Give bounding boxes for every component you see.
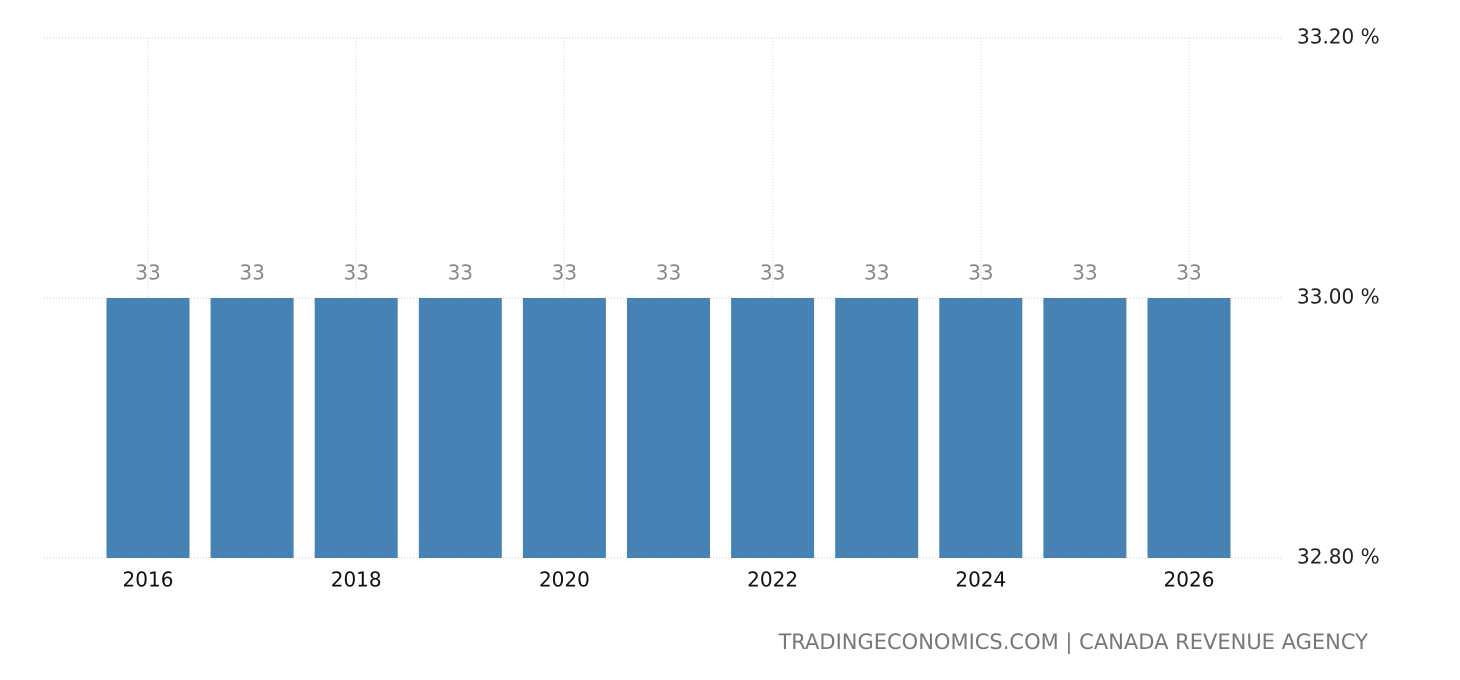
bar	[1147, 298, 1231, 558]
value-label: 33	[656, 261, 681, 285]
value-label: 33	[135, 261, 160, 285]
value-label: 33	[239, 261, 264, 285]
source-note: TRADINGECONOMICS.COM | CANADA REVENUE AG…	[777, 630, 1368, 655]
value-label: 33	[1072, 261, 1097, 285]
bar	[939, 298, 1023, 558]
value-label: 33	[864, 261, 889, 285]
x-tick-label: 2026	[1164, 568, 1215, 592]
bar	[1043, 298, 1127, 558]
y-tick-label: 32.80 %	[1297, 545, 1380, 569]
x-tick-label: 2022	[747, 568, 798, 592]
y-tick-label: 33.00 %	[1297, 285, 1380, 309]
bar	[210, 298, 294, 558]
x-tick-label: 2020	[539, 568, 590, 592]
bar	[106, 298, 190, 558]
y-tick-label: 33.20 %	[1297, 25, 1380, 49]
x-tick-label: 2024	[955, 568, 1006, 592]
bar	[627, 298, 710, 558]
x-tick-label: 2016	[123, 568, 174, 592]
value-label: 33	[448, 261, 473, 285]
value-label: 33	[968, 261, 993, 285]
value-label: 33	[1176, 261, 1201, 285]
value-label: 33	[760, 261, 785, 285]
x-tick-label: 2018	[331, 568, 382, 592]
bar	[522, 298, 606, 558]
value-label: 33	[343, 261, 368, 285]
bar	[835, 298, 919, 558]
bar	[418, 298, 502, 558]
value-label: 33	[552, 261, 577, 285]
bar	[731, 298, 815, 558]
bar	[314, 298, 398, 558]
